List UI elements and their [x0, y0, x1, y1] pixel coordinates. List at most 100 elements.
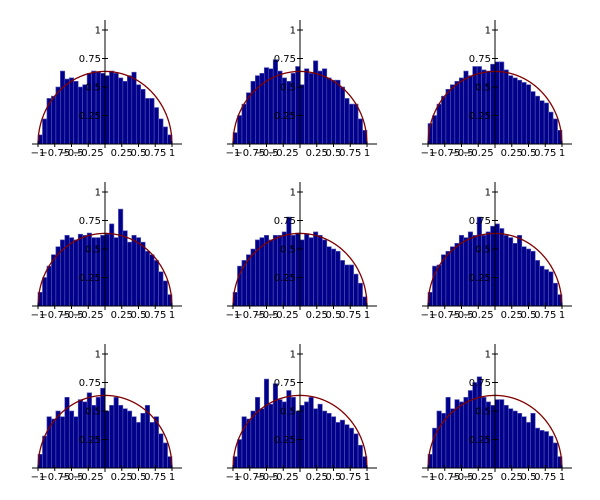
panel-1-1-y-tick-label-1: 0.25	[79, 111, 101, 122]
panel-2-1-x-tick-label-6: 0.5	[131, 310, 147, 321]
panel-3-1-bar-23	[135, 422, 142, 469]
panel-2-1-x-tick-label-4: −0.25	[73, 310, 104, 321]
panel-3-1-bar-26	[149, 422, 155, 469]
panel-3-2-x-tick-label-1: −1	[226, 472, 241, 483]
panel-2-1: −1−0.75−0.5−0.25 0.250.50.75 10.250.50.751	[31, 182, 182, 321]
panel-1-2-bar-28	[353, 103, 359, 145]
panel-1-2-x-tick-label-7: 0.75	[339, 148, 361, 159]
panel-1-1-bar-29	[162, 126, 168, 145]
panel-1-2-x-tick-label-2: −0.75	[234, 148, 265, 159]
panel-2-2-bar-18	[308, 237, 314, 307]
panel-2-3-bar-29	[552, 282, 558, 307]
panel-2-1-bar-21	[127, 241, 133, 307]
panel-1-3-bar-7	[454, 81, 460, 145]
panel-2-2-bar-28	[353, 273, 359, 307]
panel-3-2-bar-8	[263, 378, 270, 469]
panel-1-1-bar-26	[149, 98, 155, 145]
panel-2-1-bar-27	[153, 260, 159, 307]
panel-2-1-x-tick-label-5: 0.25	[111, 310, 133, 321]
panel-2-2-bar-17	[304, 233, 310, 307]
panel-1-1-x-tick-label-7: 0.75	[144, 148, 166, 159]
panel-3-3-bar-9	[463, 397, 469, 469]
panel-3-3-bar-22	[521, 416, 527, 469]
panel-1-1-x-tick-label-6: 0.5	[131, 148, 147, 159]
panel-2-3-bar-17	[499, 228, 505, 307]
panel-2-3-bar-14	[485, 231, 491, 307]
panel-3-2-bar-4	[246, 418, 252, 469]
panel-3-1-bar-28	[158, 433, 164, 469]
panel-2-3-bar-24	[530, 250, 536, 307]
panel-1-2-bar-26	[344, 98, 350, 145]
panel-2-3-bar-25	[534, 260, 540, 307]
panel-3-3-bar-18	[503, 404, 509, 469]
panel-1-3-bar-12	[476, 66, 482, 145]
panel-3-2-bar-9	[268, 403, 274, 469]
panel-2-3-x-tick-label-6: 0.5	[521, 310, 537, 321]
panel-1-1-bar-2	[42, 118, 48, 145]
panel-1-1-x-tick-label-8: 1	[169, 148, 175, 159]
panel-2-3-x-tick-label-2: −0.75	[429, 310, 460, 321]
panel-3-1-bar-15	[100, 387, 106, 469]
panel-1-3-x-tick-label-5: 0.25	[501, 148, 523, 159]
panel-3-3-bar-21	[517, 412, 523, 469]
panel-1-2-bar-10	[272, 59, 278, 145]
panel-3-1-bar-6	[60, 416, 66, 469]
panel-2-2-bar-25	[339, 260, 345, 307]
panel-1-2-bar-27	[348, 103, 354, 145]
panel-3-1-bar-10	[77, 399, 83, 469]
panel-3-1-bar-22	[131, 416, 137, 469]
panel-1-2-y-tick-label-3: 0.75	[274, 54, 296, 65]
panel-2-2-bar-12	[281, 231, 287, 307]
panel-3-3-x-tick-label-7: 0.75	[534, 472, 556, 483]
panel-1-3-x-tick-label-6: 0.5	[521, 148, 537, 159]
panel-1-2-bar-22	[326, 77, 332, 145]
panel-3-1-y-tick-label-1: 0.25	[79, 435, 101, 446]
panel-3-2-bar-24	[335, 422, 341, 469]
panel-2-1-bar-9	[73, 239, 79, 307]
panel-2-1-bar-15	[100, 235, 106, 307]
panel-2-2-x-tick-label-4: −0.25	[268, 310, 299, 321]
panel-3-2-bar-21	[322, 410, 328, 469]
panel-1-1-bar-6	[60, 70, 66, 145]
panel-1-3-bar-13	[481, 69, 487, 145]
panel-1-2-bar-8	[263, 67, 270, 145]
panel-1-3-bar-20	[512, 77, 518, 145]
panel-2-1-y-tick-label-4: 1	[95, 188, 101, 199]
panel-3-1: −1−0.75−0.5−0.25 0.250.50.75 10.250.50.751	[31, 344, 182, 483]
panel-1-1-bar-9	[73, 81, 79, 145]
panel-2-1-bar-26	[149, 254, 155, 307]
panel-2-1-x-tick-label-1: −1	[31, 310, 46, 321]
panel-1-1-y-tick-label-2: 0.5	[85, 83, 101, 94]
panel-3-1-bar-9	[73, 416, 79, 469]
panel-3-1-y-tick-label-3: 0.75	[79, 378, 101, 389]
panel-3-2-bar-28	[353, 433, 359, 469]
panel-2-3-bar-12	[476, 216, 482, 307]
panel-2-2-bar-26	[344, 264, 350, 307]
panel-2-2-bar-23	[330, 248, 337, 307]
panel-2-2-bar-10	[272, 235, 278, 307]
panel-1-3-bar-8	[458, 77, 465, 145]
panel-3-3-bar-10	[467, 390, 473, 469]
panel-3-3-bar-17	[499, 399, 505, 469]
panel-2-2-bar-9	[268, 239, 274, 307]
panel-2-2-bar-21	[322, 239, 328, 307]
panel-1-1-bar-16	[104, 75, 110, 145]
panel-3-1-bar-8	[68, 410, 75, 469]
panel-3-2-y-tick-label-1: 0.25	[274, 435, 296, 446]
panel-3-1-x-tick-label-2: −0.75	[39, 472, 70, 483]
panel-1-2-bar-18	[308, 73, 314, 145]
panel-2-2: −1−0.75−0.5−0.25 0.250.50.75 10.250.50.751	[226, 182, 377, 321]
panel-3-2-bar-18	[308, 397, 314, 469]
panel-1-2-y-tick-label-4: 1	[290, 26, 296, 37]
panel-2-3-x-tick-label-1: −1	[421, 310, 436, 321]
panel-3-3-x-tick-label-1: −1	[421, 472, 436, 483]
panel-3-2-bar-7	[259, 408, 265, 469]
panel-2-3-bar-16	[494, 223, 500, 307]
panel-1-3-bar-27	[543, 102, 549, 145]
panel-2-3-bar-7	[454, 243, 460, 307]
panel-2-2-x-tick-label-8: 1	[364, 310, 370, 321]
panel-3-2-bar-17	[304, 401, 310, 469]
panel-2-3-bar-5	[445, 250, 451, 307]
panel-1-2-bar-24	[335, 79, 341, 145]
